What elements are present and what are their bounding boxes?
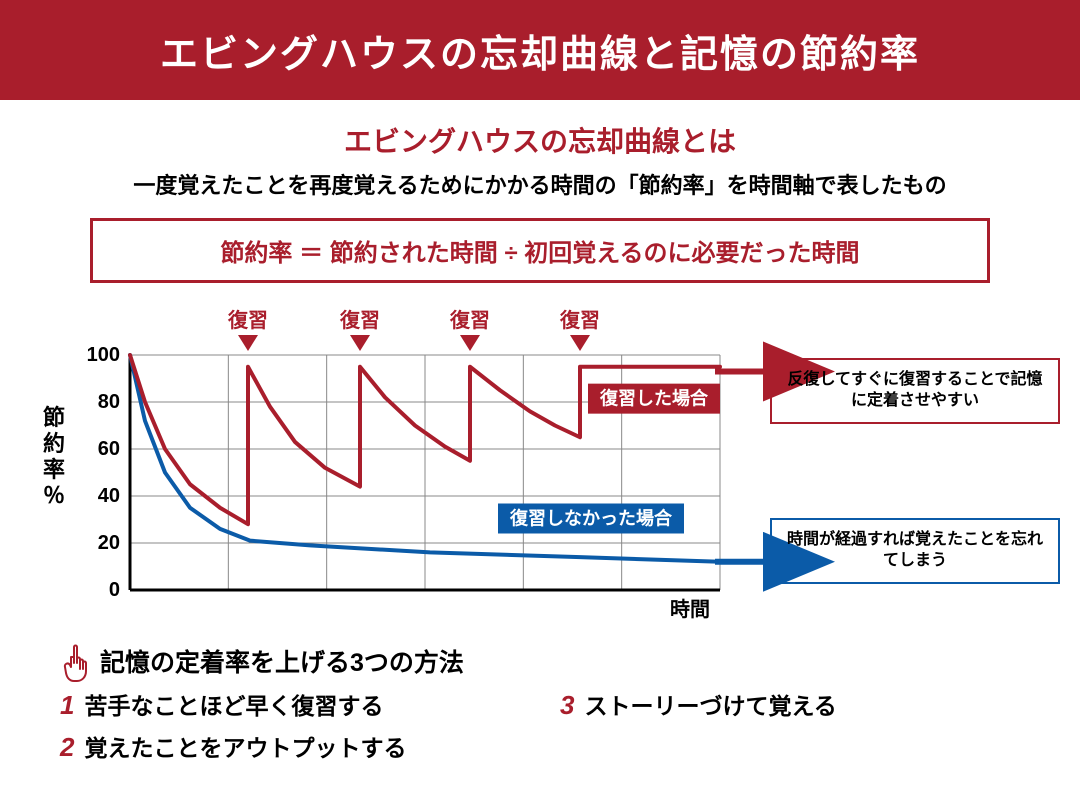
subtitle-heading: エビングハウスの忘却曲線とは (0, 120, 1080, 160)
chart-area: 0 20 40 60 80 100 節約率％ 時間 復習 復習 復習 復習復習した場合復習しなかった場… (0, 295, 1080, 635)
side-note-no-review: 時間が経過すれば覚えたことを忘れてしまう (770, 518, 1060, 584)
svg-text:40: 40 (98, 485, 120, 507)
method-item-3: 3 ストーリーづけて覚える (560, 687, 1020, 721)
subtitle-section: エビングハウスの忘却曲線とは 一度覚えたことを再度覚えるためにかかる時間の「節約… (0, 120, 1080, 200)
svg-text:率: 率 (43, 457, 65, 482)
svg-text:復習: 復習 (559, 308, 600, 332)
svg-text:復習しなかった場合: 復習しなかった場合 (509, 508, 673, 529)
formula-text: 節約率 ＝ 節約された時間 ÷ 初回覚えるのに必要だった時間 (220, 240, 859, 267)
side-note-review: 反復してすぐに復習することで記憶に定着させやすい (770, 358, 1060, 424)
svg-text:％: ％ (43, 483, 65, 508)
method-num-3: 3 (560, 690, 574, 721)
method-num-2: 2 (60, 732, 74, 763)
formula-box: 節約率 ＝ 節約された時間 ÷ 初回覚えるのに必要だった時間 (90, 218, 990, 283)
svg-text:60: 60 (98, 438, 120, 460)
method-text-2: 覚えたことをアウトプットする (84, 729, 406, 763)
svg-text:復習: 復習 (339, 308, 380, 332)
methods-section: 記憶の定着率を上げる3つの方法 1 苦手なことほど早く復習する 3 ストーリーづ… (0, 635, 1080, 763)
pointing-hand-icon (60, 643, 92, 679)
methods-list: 1 苦手なことほど早く復習する 3 ストーリーづけて覚える 2 覚えたことをアウ… (60, 687, 1020, 763)
methods-title: 記憶の定着率を上げる3つの方法 (100, 643, 464, 679)
method-num-1: 1 (60, 690, 74, 721)
method-item-1: 1 苦手なことほど早く復習する (60, 687, 520, 721)
svg-text:約: 約 (43, 431, 65, 456)
header-banner: エビングハウスの忘却曲線と記憶の節約率 (0, 0, 1080, 100)
svg-text:復習: 復習 (227, 308, 268, 332)
method-text-3: ストーリーづけて覚える (584, 687, 836, 721)
svg-text:20: 20 (98, 532, 120, 554)
forgetting-curve-chart: 0 20 40 60 80 100 節約率％ 時間 復習 復習 復習 復習復習した場合復習しなかった場… (0, 295, 1080, 635)
svg-text:時間: 時間 (670, 597, 710, 621)
svg-text:80: 80 (98, 391, 120, 413)
svg-text:100: 100 (87, 344, 120, 366)
method-text-1: 苦手なことほど早く復習する (84, 687, 383, 721)
page-title: エビングハウスの忘却曲線と記憶の節約率 (160, 23, 920, 78)
method-item-2: 2 覚えたことをアウトプットする (60, 729, 520, 763)
svg-text:復習: 復習 (449, 308, 490, 332)
svg-text:節: 節 (43, 405, 65, 430)
svg-text:0: 0 (109, 579, 120, 601)
svg-text:復習した場合: 復習した場合 (599, 388, 709, 409)
subtitle-description: 一度覚えたことを再度覚えるためにかかる時間の「節約率」を時間軸で表したもの (0, 168, 1080, 200)
